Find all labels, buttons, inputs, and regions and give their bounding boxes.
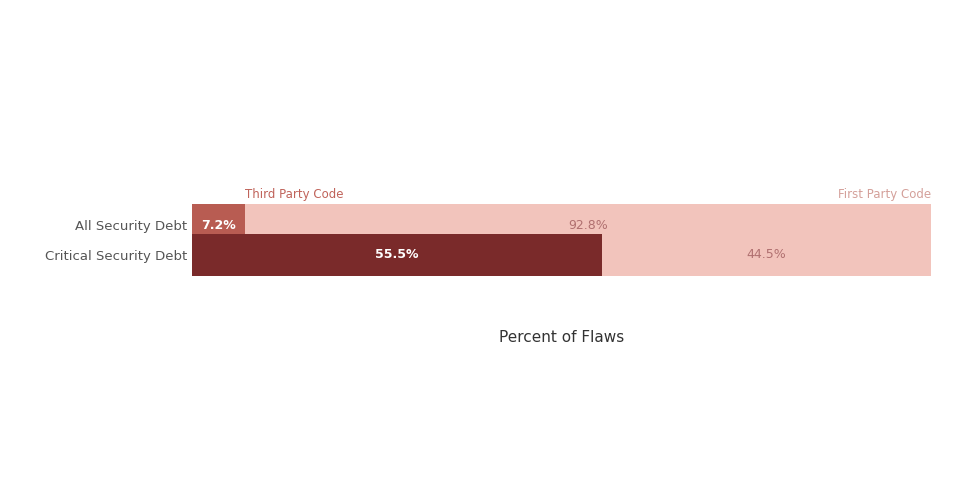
Text: 55.5%: 55.5%: [375, 248, 419, 261]
X-axis label: Percent of Flaws: Percent of Flaws: [499, 330, 624, 345]
Bar: [602, 234, 931, 276]
Text: 44.5%: 44.5%: [747, 248, 786, 261]
Text: 92.8%: 92.8%: [568, 219, 608, 232]
Text: First Party Code: First Party Code: [838, 188, 931, 201]
Bar: [192, 234, 602, 276]
Bar: [192, 204, 245, 246]
Bar: [245, 204, 931, 246]
Text: 7.2%: 7.2%: [202, 219, 236, 232]
Text: Third Party Code: Third Party Code: [245, 188, 344, 201]
